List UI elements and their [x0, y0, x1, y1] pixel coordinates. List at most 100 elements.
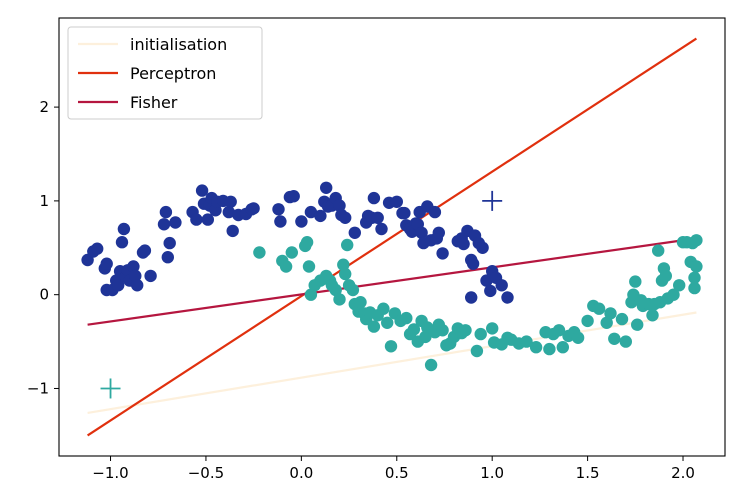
scatter-point-class-0 — [314, 209, 327, 223]
x-tick-label: 1.0 — [480, 464, 504, 482]
series-line-2 — [87, 237, 697, 326]
scatter-point-class-1 — [652, 244, 665, 257]
x-tick-label: 2.0 — [671, 464, 695, 482]
crosses-layer — [100, 190, 503, 399]
scatter-point-class-0 — [117, 222, 131, 236]
scatter-point-class-1 — [459, 324, 472, 337]
legend: initialisation Perceptron Fisher — [67, 26, 263, 120]
scatter-point-class-1 — [400, 311, 413, 325]
scatter-point-class-1 — [302, 260, 316, 273]
scatter-point-class-0 — [466, 257, 480, 270]
scatter-point-class-1 — [552, 324, 566, 337]
scatter-point-class-1 — [543, 342, 556, 356]
scatter-point-class-1 — [424, 358, 438, 372]
scatter-point-class-0 — [398, 206, 411, 220]
scatter-point-class-1 — [604, 307, 617, 320]
scatter-point-class-0 — [169, 216, 182, 229]
legend-label: initialisation — [130, 35, 227, 54]
scatter-point-class-0 — [222, 205, 235, 219]
scatter-point-class-0 — [501, 291, 514, 304]
scatter-point-class-1 — [520, 335, 533, 348]
scatter-point-class-0 — [295, 215, 308, 228]
scatter-point-class-1 — [673, 279, 686, 292]
scatter-point-class-0 — [224, 195, 237, 208]
scatter-point-class-0 — [390, 195, 403, 208]
scatter-point-class-0 — [115, 236, 129, 249]
scatter-point-class-1 — [381, 316, 394, 329]
scatter-point-class-1 — [470, 344, 484, 358]
scatter-point-class-1 — [571, 331, 585, 344]
scatter-point-class-0 — [247, 202, 260, 215]
cross-marker-1 — [100, 378, 121, 399]
scatter-point-class-1 — [339, 267, 352, 281]
scatter-point-class-0 — [91, 242, 104, 255]
scatter-point-class-0 — [190, 213, 203, 226]
scatter-point-class-1 — [619, 335, 632, 348]
scatter-point-class-1 — [646, 309, 659, 322]
scatter-point-class-1 — [279, 260, 293, 273]
scatter-point-class-0 — [465, 291, 478, 304]
scatter-point-class-0 — [495, 279, 508, 292]
scatter-point-class-1 — [384, 340, 398, 353]
y-tick-label: −1 — [27, 379, 49, 397]
x-tick-label: −1.0 — [92, 464, 128, 482]
y-axis: −1 0 1 2 — [27, 98, 59, 397]
scatter-point-class-1 — [253, 246, 266, 259]
scatter-point-class-1 — [486, 322, 499, 335]
lines-layer — [86, 37, 698, 437]
scatter-point-class-1 — [600, 316, 613, 329]
scatter-point-class-1 — [608, 332, 621, 345]
scatter-point-class-0 — [371, 211, 384, 224]
scatter-point-class-0 — [348, 226, 361, 239]
scatter-point-class-0 — [339, 211, 352, 224]
scatter-point-class-0 — [272, 203, 285, 216]
scatter-point-class-0 — [333, 199, 346, 212]
scatter-point-class-0 — [144, 269, 157, 283]
x-tick-label: 0.5 — [385, 464, 409, 482]
scatter-point-class-0 — [131, 279, 144, 292]
scatter-point-class-1 — [304, 288, 318, 301]
scatter-point-class-0 — [157, 218, 171, 231]
scatter-point-class-1 — [337, 258, 350, 271]
scatter-point-class-0 — [367, 191, 381, 205]
x-tick-label: 0.0 — [289, 464, 313, 482]
scatter-point-class-0 — [112, 279, 125, 292]
legend-label: Perceptron — [130, 64, 216, 83]
legend-box — [67, 26, 263, 120]
scatter-point-class-1 — [436, 324, 449, 337]
legend-label: Fisher — [130, 93, 178, 112]
scatter-point-class-0 — [274, 215, 287, 228]
scatter-point-class-0 — [100, 257, 113, 270]
x-tick-label: −0.5 — [188, 464, 224, 482]
scatter-point-class-1 — [690, 234, 703, 247]
scatter-point-class-0 — [304, 205, 318, 219]
axes-frame — [58, 17, 726, 457]
scatter-point-class-0 — [159, 205, 173, 219]
scatter-point-class-1 — [341, 238, 354, 252]
series-line-1 — [86, 37, 698, 437]
plot-area — [81, 37, 703, 437]
x-tick-label: 1.5 — [576, 464, 600, 482]
scatter-point-class-1 — [688, 281, 701, 295]
scatter-point-class-1 — [419, 330, 432, 344]
series-line-0 — [87, 311, 697, 414]
scatter-point-class-0 — [484, 284, 497, 298]
scatter-point-class-1 — [529, 341, 543, 354]
scatter-point-class-1 — [615, 312, 629, 326]
scatter-point-class-0 — [320, 181, 333, 194]
scatter-point-class-0 — [226, 224, 239, 238]
scatter-point-class-0 — [138, 244, 152, 257]
scatter-point-class-1 — [592, 302, 606, 315]
scatter-point-class-1 — [407, 323, 421, 336]
y-tick-label: 1 — [39, 192, 49, 210]
scatter-point-class-0 — [415, 226, 428, 239]
scatter-point-class-1 — [556, 341, 569, 354]
y-tick-label: 2 — [39, 98, 49, 116]
scatter-point-class-0 — [432, 226, 445, 239]
scatter-point-class-1 — [581, 314, 594, 328]
scatter-point-class-1 — [333, 293, 346, 306]
y-tick-label: 0 — [39, 286, 49, 304]
scatter-point-class-1 — [300, 236, 314, 249]
scatter-point-class-1 — [659, 269, 672, 283]
scatter-point-class-1 — [329, 283, 342, 297]
